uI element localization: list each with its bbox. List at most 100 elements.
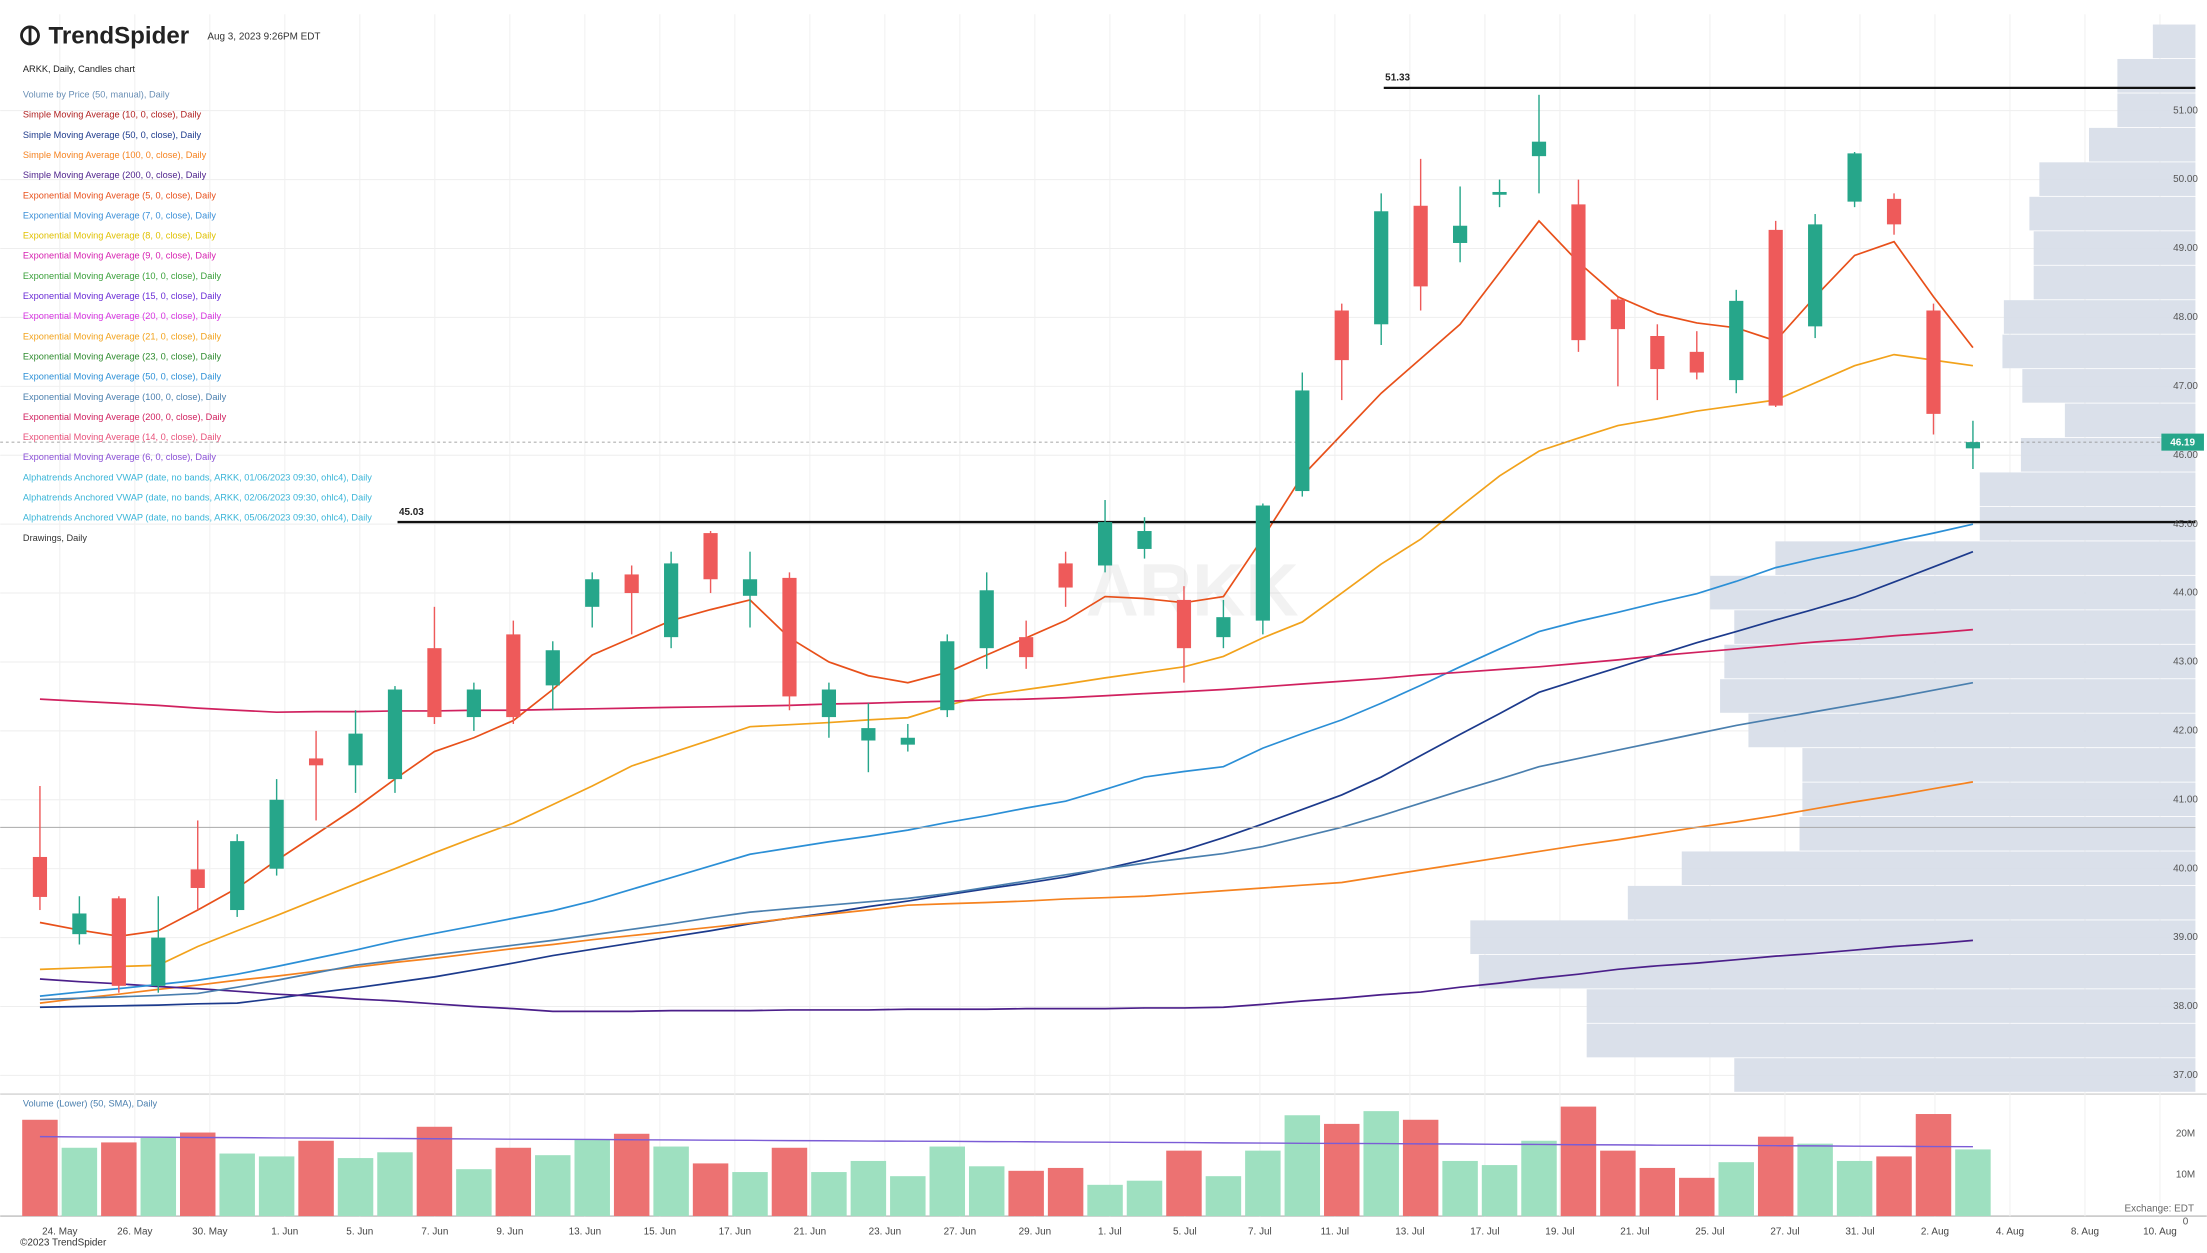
- candle-body: [151, 937, 166, 986]
- y-tick-label: 37.00: [2173, 1070, 2198, 1081]
- legend-entry: Simple Moving Average (100, 0, close), D…: [23, 150, 207, 160]
- candle-body: [111, 898, 126, 986]
- legend-entry: Exponential Moving Average (200, 0, clos…: [23, 412, 227, 422]
- x-tick-label: 5. Jul: [1173, 1226, 1197, 1237]
- last-price-box: [2161, 433, 2204, 451]
- candle-body: [703, 533, 718, 580]
- candle-body: [1847, 153, 1862, 202]
- candles: [32, 94, 1981, 993]
- profile-bar: [2064, 403, 2196, 438]
- y-tick-label: 44.00: [2173, 588, 2198, 599]
- candle-body: [1886, 198, 1902, 225]
- grid: [0, 14, 2207, 1217]
- x-tick-label: 7. Jun: [421, 1226, 448, 1237]
- volume-sma: [39, 1135, 1973, 1148]
- volume-tick-label: 10M: [2176, 1170, 2195, 1181]
- volume-bar: [1718, 1162, 1754, 1217]
- volume-bar: [495, 1147, 532, 1217]
- x-tick-label: 21. Jun: [794, 1226, 827, 1237]
- x-tick-label: 13. Jul: [1395, 1226, 1424, 1237]
- legend-entry: Simple Moving Average (200, 0, close), D…: [23, 170, 207, 180]
- volume-bar: [140, 1137, 177, 1217]
- profile-bar: [2029, 196, 2196, 231]
- candle-body: [1453, 225, 1468, 243]
- volume-tick-label: 0: [2183, 1216, 2189, 1227]
- legend-entry: Volume by Price (50, manual), Daily: [23, 90, 170, 100]
- profile-bar: [1681, 851, 2196, 886]
- volume-bar: [811, 1172, 847, 1217]
- legend-entry: Exponential Moving Average (8, 0, close)…: [23, 231, 216, 241]
- profile-bar: [1627, 885, 2196, 920]
- indicator-line: [39, 219, 1974, 938]
- legend-entry: Exponential Moving Average (20, 0, close…: [23, 311, 222, 321]
- x-tick-label: 21. Jul: [1620, 1226, 1649, 1237]
- volume-bar: [22, 1119, 58, 1217]
- y-tick-label: 38.00: [2173, 1001, 2198, 1012]
- x-tick-label: 1. Jul: [1098, 1226, 1122, 1237]
- volume-bar: [890, 1176, 926, 1217]
- indicator-line: [39, 523, 1974, 998]
- y-tick-label: 46.00: [2173, 450, 2198, 461]
- volume-bar: [1087, 1184, 1123, 1217]
- x-tick-label: 17. Jul: [1470, 1226, 1499, 1237]
- candle-body: [1965, 442, 1981, 449]
- candle-body: [1729, 300, 1744, 381]
- candle-body: [1137, 531, 1152, 549]
- candle-body: [1413, 205, 1428, 287]
- x-tick-label: 27. Jun: [944, 1226, 977, 1237]
- x-tick-label: 11. Jul: [1321, 1226, 1350, 1237]
- profile-bar: [1720, 679, 2196, 713]
- profile-bar: [1734, 1058, 2196, 1092]
- volume-bar: [732, 1172, 768, 1217]
- x-tick-label: 19. Jul: [1545, 1226, 1574, 1237]
- volume-bar: [456, 1169, 492, 1217]
- volume-bar: [1876, 1156, 1912, 1217]
- candle-body: [940, 641, 955, 711]
- candle-body: [32, 856, 48, 897]
- profile-bar: [2033, 265, 2196, 300]
- profile-bar: [2117, 93, 2196, 128]
- x-tick-label: 8. Aug: [2071, 1226, 2099, 1237]
- volume-bar: [1639, 1167, 1676, 1217]
- legend-entry: Exponential Moving Average (14, 0, close…: [23, 432, 222, 442]
- candle-body: [506, 634, 521, 718]
- volume-bar: [771, 1147, 808, 1217]
- y-tick-label: 43.00: [2173, 657, 2198, 668]
- indicator-line: [39, 681, 1974, 1001]
- volume-bar: [1047, 1167, 1084, 1217]
- volume-bar: [692, 1163, 729, 1217]
- profile-bar: [1802, 748, 2196, 782]
- y-tick-label: 40.00: [2173, 863, 2198, 874]
- volume-bar: [416, 1126, 453, 1217]
- candle-body: [545, 650, 560, 686]
- candle-body: [742, 579, 758, 596]
- volume-bar: [258, 1156, 295, 1217]
- candle-body: [1019, 637, 1034, 658]
- candle-body: [1255, 505, 1270, 621]
- x-tick-label: 17. Jun: [719, 1226, 752, 1237]
- volume-bar: [1442, 1160, 1478, 1217]
- indicator-line: [39, 628, 1974, 714]
- candle-body: [1058, 563, 1073, 588]
- profile-bar: [1802, 782, 2196, 817]
- candle-body: [900, 737, 915, 745]
- volume-bar: [337, 1158, 374, 1217]
- candle-body: [1492, 191, 1507, 195]
- volume-bar: [1679, 1177, 1715, 1217]
- last-price-label: 46.19: [2170, 437, 2195, 448]
- legend-entry: Exponential Moving Average (5, 0, close)…: [23, 190, 216, 200]
- candle-body: [1334, 310, 1349, 361]
- profile-bar: [1979, 472, 2196, 507]
- candle-body: [624, 574, 639, 594]
- volume-bar: [1363, 1111, 1399, 1217]
- y-tick-label: 48.00: [2173, 312, 2198, 323]
- volume-bar: [653, 1146, 689, 1217]
- candle-body: [664, 563, 679, 638]
- logo: TrendSpider: [48, 22, 189, 49]
- profile-bar: [2152, 24, 2196, 59]
- x-tick-label: 4. Aug: [1996, 1226, 2024, 1237]
- candle-body: [269, 799, 284, 869]
- profile-bar: [2002, 334, 2196, 369]
